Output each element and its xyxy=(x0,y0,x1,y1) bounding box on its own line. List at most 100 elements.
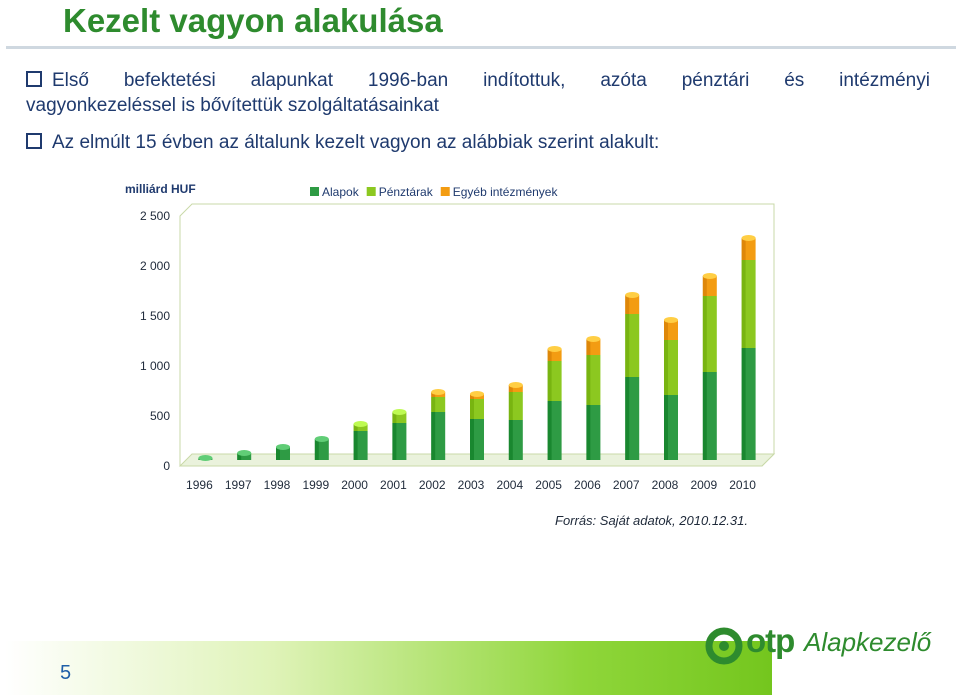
bar-segment xyxy=(470,399,484,419)
bar-segment xyxy=(702,372,717,460)
bar-shade xyxy=(625,295,630,314)
bar-top-cap xyxy=(431,389,446,395)
bullet-word: indítottuk, xyxy=(483,70,566,91)
bar-shade xyxy=(702,276,707,296)
bar-segment xyxy=(392,423,407,460)
bar-shade xyxy=(547,361,552,401)
bullet-word: pénztári xyxy=(681,70,750,91)
bar-shade xyxy=(431,412,436,460)
bar-segment xyxy=(547,361,562,401)
page-title: Kezelt vagyon alakulása xyxy=(63,2,443,39)
bullet-first-fund-line2: vagyonkezeléssel is bővítettük szolgálta… xyxy=(26,95,439,116)
x-tick-label: 2002 xyxy=(419,478,446,492)
otp-logo-icon xyxy=(705,627,743,665)
x-tick-label: 2003 xyxy=(458,478,485,492)
bar-shade xyxy=(664,395,668,460)
x-tick-label: 2005 xyxy=(535,478,562,492)
bar-shade xyxy=(508,420,513,460)
bar-segment xyxy=(237,453,252,460)
bar-shade xyxy=(392,412,397,423)
bar-shade xyxy=(741,260,746,348)
bar-shade xyxy=(353,424,358,431)
bar-shade xyxy=(586,355,591,405)
y-axis-unit-label: milliárd HUF xyxy=(125,182,196,196)
x-tick-label: 2009 xyxy=(690,478,717,492)
bar-top-cap xyxy=(702,273,717,279)
bar-shade xyxy=(547,349,552,361)
logo-text-alapkezelo: Alapkezelő xyxy=(804,627,932,657)
bullet-word: alapunkat xyxy=(250,70,334,91)
y-tick-label: 500 xyxy=(150,409,170,423)
bar-top-cap xyxy=(314,436,329,442)
bar-segment xyxy=(276,447,290,460)
bar-shade xyxy=(470,394,474,399)
bar-shade xyxy=(237,453,242,460)
bar-top-cap xyxy=(198,455,213,461)
bullet-first-fund: Első befektetési alapunkat 1996-ban indí… xyxy=(26,68,930,118)
bar-segment xyxy=(431,397,446,412)
x-tick-label: 2010 xyxy=(729,478,756,492)
x-tick-label: 1996 xyxy=(186,478,213,492)
legend-swatch xyxy=(366,187,376,196)
bar-segment xyxy=(586,355,601,405)
bar-top-cap xyxy=(470,391,484,397)
bullet-last-15-years: Az elmúlt 15 évben az általunk kezelt va… xyxy=(26,130,659,155)
bar-shade xyxy=(508,392,513,420)
checkbox-bullet-icon xyxy=(26,71,42,87)
bullet-word-group: Első xyxy=(26,68,89,93)
bar-shade xyxy=(392,423,397,460)
bullet-first-fund-line1: Első befektetési alapunkat 1996-ban indí… xyxy=(26,68,930,93)
bar-shade xyxy=(625,314,630,377)
bar-top-cap xyxy=(237,450,252,456)
legend-label: Pénztárak xyxy=(379,185,434,199)
bar-shade xyxy=(547,401,552,460)
bar-segment xyxy=(392,412,407,423)
bullet-text: Az elmúlt 15 évben az általunk kezelt va… xyxy=(52,132,660,153)
bar-shade xyxy=(314,439,319,460)
bar-shade xyxy=(625,377,630,460)
bar-segment xyxy=(741,238,756,260)
y-tick-label: 1 000 xyxy=(140,359,170,373)
y-tick-label: 1 500 xyxy=(140,309,170,323)
bar-top-cap xyxy=(664,317,678,323)
bar-segment xyxy=(547,349,562,361)
bar-segment xyxy=(741,348,756,460)
y-tick-label: 2 500 xyxy=(140,209,170,223)
bar-top-cap xyxy=(586,336,601,342)
bullet-word: és xyxy=(784,70,805,91)
x-tick-label: 2006 xyxy=(574,478,601,492)
legend-label: Alapok xyxy=(322,185,360,199)
bar-shade xyxy=(586,339,591,355)
bar-shade xyxy=(664,340,668,395)
x-tick-label: 2008 xyxy=(652,478,679,492)
bullet-word: azóta xyxy=(600,70,647,91)
bar-shade xyxy=(702,372,707,460)
bar-shade xyxy=(276,447,280,460)
x-tick-label: 2000 xyxy=(341,478,368,492)
bar-shade xyxy=(431,392,436,397)
bar-segment xyxy=(586,339,601,355)
bar-shade xyxy=(741,348,746,460)
x-tick-label: 1997 xyxy=(225,478,252,492)
bar-segment xyxy=(702,276,717,296)
bar-shade xyxy=(586,405,591,460)
bar-top-cap xyxy=(547,346,562,352)
bar-segment xyxy=(702,296,717,372)
bar-segment xyxy=(508,420,523,460)
bar-segment xyxy=(547,401,562,460)
bullet-word: 1996-ban xyxy=(367,70,449,91)
bar-segment xyxy=(431,412,446,460)
y-tick-label: 2 000 xyxy=(140,259,170,273)
bar-shade xyxy=(431,397,436,412)
bullet-word: befektetési xyxy=(123,70,216,91)
bar-shade xyxy=(664,320,668,340)
bar-segment xyxy=(586,405,601,460)
bar-top-cap xyxy=(741,235,756,241)
page-number: 5 xyxy=(60,662,72,684)
bar-shade xyxy=(508,385,513,392)
bar-shade xyxy=(470,419,474,460)
legend-swatch xyxy=(310,187,319,196)
bar-shade xyxy=(470,399,474,419)
logo-text-otp: otp xyxy=(746,622,795,659)
